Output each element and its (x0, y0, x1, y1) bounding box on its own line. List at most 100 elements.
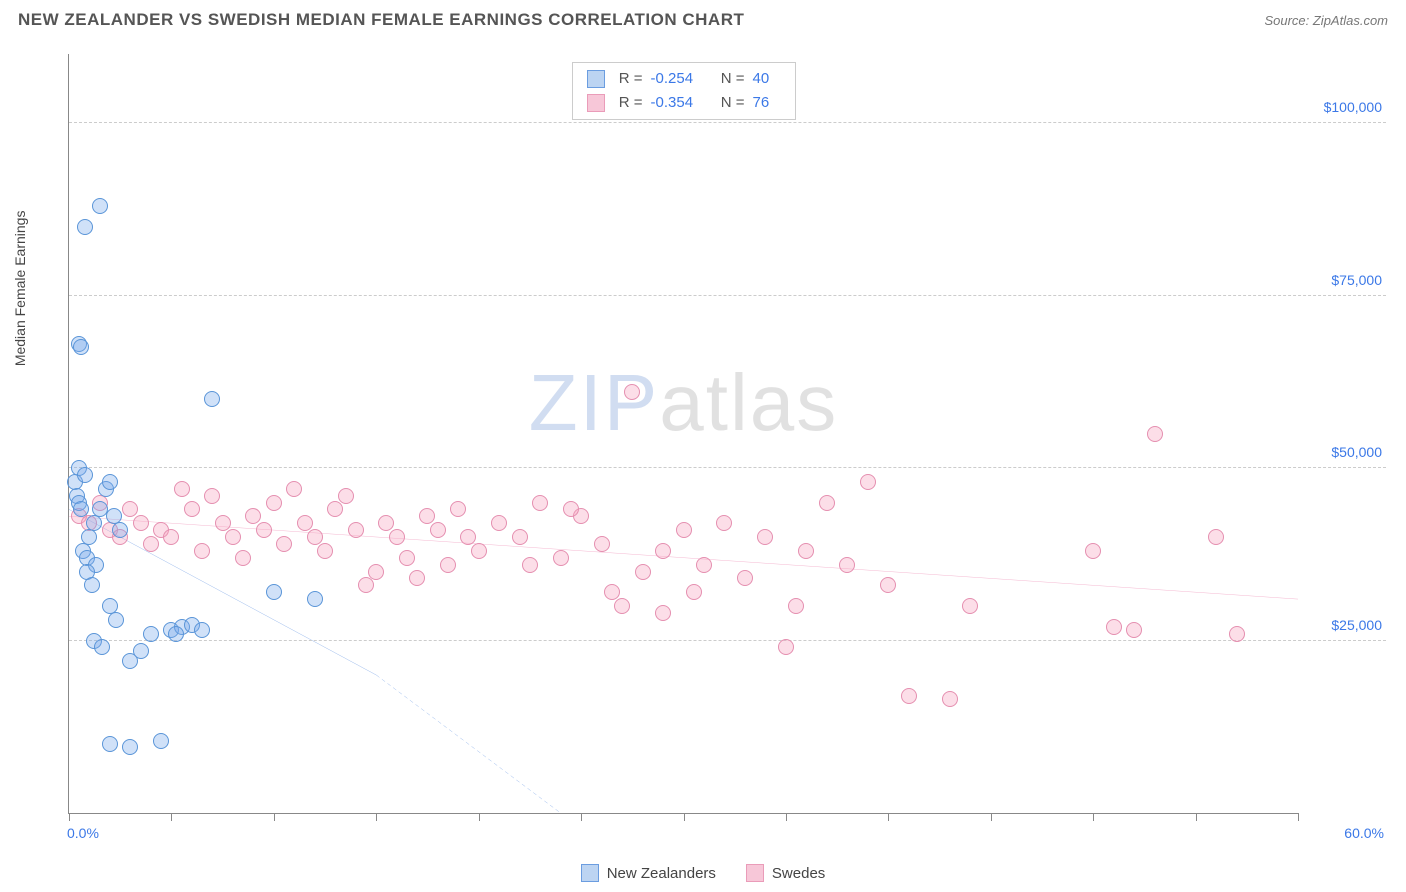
data-point (1126, 622, 1142, 638)
data-point (194, 543, 210, 559)
data-point (133, 515, 149, 531)
data-point (1147, 426, 1163, 442)
data-point (839, 557, 855, 573)
data-point (215, 515, 231, 531)
legend-item: Swedes (746, 864, 825, 882)
r-value: -0.354 (651, 91, 707, 115)
data-point (143, 536, 159, 552)
data-point (942, 691, 958, 707)
n-label: N = (715, 91, 745, 115)
data-point (317, 543, 333, 559)
data-point (276, 536, 292, 552)
trend-lines (69, 54, 1298, 813)
y-tick-label: $75,000 (1331, 272, 1382, 288)
data-point (73, 501, 89, 517)
data-point (1085, 543, 1101, 559)
x-tick (1298, 813, 1299, 821)
data-point (204, 391, 220, 407)
data-point (256, 522, 272, 538)
chart-title: NEW ZEALANDER VS SWEDISH MEDIAN FEMALE E… (18, 10, 744, 30)
gridline (69, 295, 1386, 296)
series-swatch (587, 70, 605, 88)
gridline (69, 122, 1386, 123)
data-point (102, 474, 118, 490)
data-point (102, 736, 118, 752)
r-label: R = (613, 91, 643, 115)
data-point (174, 481, 190, 497)
source-attribution: Source: ZipAtlas.com (1264, 13, 1388, 28)
data-point (604, 584, 620, 600)
data-point (94, 639, 110, 655)
data-point (553, 550, 569, 566)
x-tick (1093, 813, 1094, 821)
data-point (204, 488, 220, 504)
gridline (69, 640, 1386, 641)
data-point (73, 339, 89, 355)
x-tick (376, 813, 377, 821)
data-point (245, 508, 261, 524)
data-point (655, 543, 671, 559)
data-point (86, 515, 102, 531)
data-point (962, 598, 978, 614)
data-point (1229, 626, 1245, 642)
y-tick-label: $50,000 (1331, 444, 1382, 460)
data-point (368, 564, 384, 580)
data-point (788, 598, 804, 614)
y-tick-label: $100,000 (1324, 99, 1382, 115)
data-point (880, 577, 896, 593)
data-point (440, 557, 456, 573)
series-swatch (587, 94, 605, 112)
data-point (594, 536, 610, 552)
data-point (266, 495, 282, 511)
x-tick (786, 813, 787, 821)
data-point (686, 584, 702, 600)
x-tick (991, 813, 992, 821)
data-point (286, 481, 302, 497)
data-point (471, 543, 487, 559)
legend-swatch (581, 864, 599, 882)
legend-item: New Zealanders (581, 864, 716, 882)
stats-row: R = -0.354 N = 76 (587, 91, 781, 115)
data-point (235, 550, 251, 566)
data-point (133, 643, 149, 659)
data-point (1106, 619, 1122, 635)
legend-label: New Zealanders (607, 865, 716, 882)
data-point (168, 626, 184, 642)
x-tick (171, 813, 172, 821)
data-point (327, 501, 343, 517)
data-point (122, 739, 138, 755)
data-point (108, 612, 124, 628)
data-point (491, 515, 507, 531)
data-point (194, 622, 210, 638)
stats-row: R =-0.254N =40 (587, 67, 781, 91)
watermark: ZIPatlas (529, 357, 838, 449)
gridline (69, 467, 1386, 468)
data-point (696, 557, 712, 573)
correlation-stats-box: R =-0.254N =40R = -0.354 N = 76 (572, 62, 796, 120)
n-value: 76 (753, 91, 781, 115)
data-point (737, 570, 753, 586)
data-point (378, 515, 394, 531)
n-value: 40 (753, 67, 781, 91)
data-point (122, 501, 138, 517)
data-point (297, 515, 313, 531)
data-point (450, 501, 466, 517)
x-tick (69, 813, 70, 821)
data-point (757, 529, 773, 545)
x-tick (888, 813, 889, 821)
r-label: R = (613, 67, 643, 91)
x-tick (479, 813, 480, 821)
data-point (307, 529, 323, 545)
legend: New Zealanders Swedes (0, 864, 1406, 882)
data-point (338, 488, 354, 504)
data-point (77, 467, 93, 483)
data-point (512, 529, 528, 545)
data-point (92, 198, 108, 214)
legend-label: Swedes (772, 865, 825, 882)
data-point (655, 605, 671, 621)
data-point (860, 474, 876, 490)
data-point (389, 529, 405, 545)
data-point (266, 584, 282, 600)
data-point (307, 591, 323, 607)
data-point (399, 550, 415, 566)
